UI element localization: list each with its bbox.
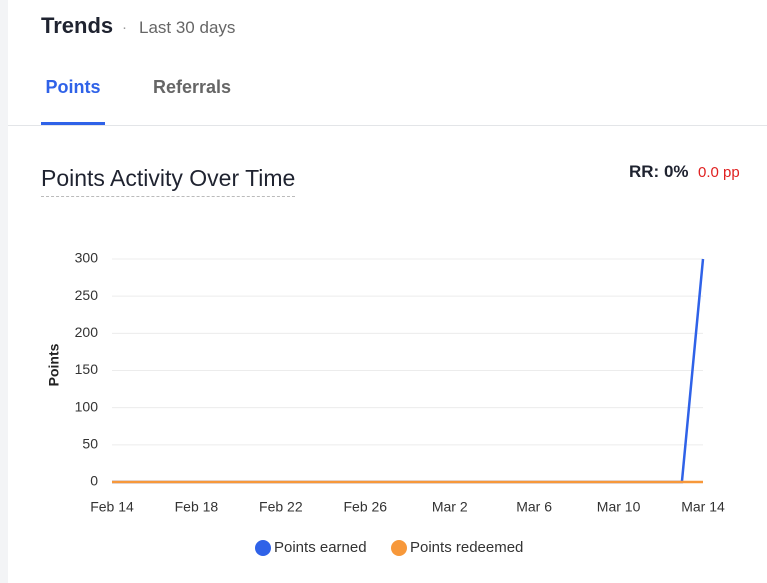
tab-indicator [41, 122, 105, 125]
x-tick-label: Feb 18 [175, 499, 219, 515]
separator: · [122, 19, 127, 36]
divider [8, 125, 767, 126]
y-tick-label: 0 [90, 473, 98, 489]
x-tick-label: Feb 26 [343, 499, 387, 515]
page-title: Trends [41, 13, 114, 38]
y-tick-label: 300 [75, 250, 99, 266]
x-tick-label: Feb 14 [90, 499, 134, 515]
y-tick-label: 150 [75, 361, 99, 377]
x-tick-label: Mar 2 [432, 499, 468, 515]
tab[interactable]: Referrals [153, 77, 232, 97]
legend-label: Points earned [274, 539, 367, 556]
legend-label: Points redeemed [410, 539, 523, 556]
y-tick-label: 250 [75, 287, 99, 303]
legend-marker [255, 540, 271, 556]
y-axis-label: Points [46, 343, 62, 386]
y-tick-label: 100 [75, 398, 99, 414]
subtitle: Last 30 days [139, 18, 236, 37]
y-tick-label: 200 [75, 324, 99, 340]
tab[interactable]: Points [45, 77, 101, 97]
y-tick-label: 50 [82, 436, 98, 452]
x-tick-label: Mar 10 [597, 499, 641, 515]
x-tick-label: Mar 14 [681, 499, 725, 515]
chart-title: Points Activity Over Time [41, 165, 296, 197]
legend-marker [391, 540, 407, 556]
rr-label: RR: 0% [629, 162, 689, 181]
x-tick-label: Mar 6 [516, 499, 552, 515]
rr-change: 0.0 pp [698, 164, 740, 181]
x-tick-label: Feb 22 [259, 499, 303, 515]
